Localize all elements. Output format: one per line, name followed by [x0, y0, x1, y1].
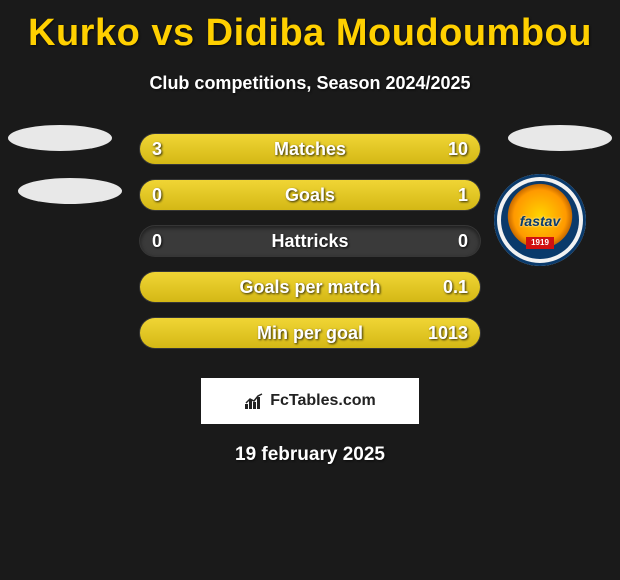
- stat-left-value: 0: [152, 231, 162, 252]
- stat-bar: 0 Hattricks 0: [140, 226, 480, 256]
- stat-bar: 0 Goals 1: [140, 180, 480, 210]
- infographic-container: Kurko vs Didiba Moudoumbou Club competit…: [0, 0, 620, 466]
- stat-row-hattricks: 0 Hattricks 0: [0, 218, 620, 264]
- page-title: Kurko vs Didiba Moudoumbou: [0, 0, 620, 55]
- stat-left-value: 0: [152, 185, 162, 206]
- stat-right-value: 0.1: [443, 277, 468, 298]
- stat-label: Hattricks: [271, 231, 348, 252]
- stat-row-goals: 0 Goals 1: [0, 172, 620, 218]
- stat-right-value: 1: [458, 185, 468, 206]
- stat-bar: 3 Matches 10: [140, 134, 480, 164]
- stats-block: 3 Matches 10 0 Goals 1 0 Hattricks 0: [0, 126, 620, 356]
- stat-label: Matches: [274, 139, 346, 160]
- stat-bar: Min per goal 1013: [140, 318, 480, 348]
- stat-right-value: 10: [448, 139, 468, 160]
- stat-label: Min per goal: [257, 323, 363, 344]
- stat-left-value: 3: [152, 139, 162, 160]
- stat-bar: Goals per match 0.1: [140, 272, 480, 302]
- bar-chart-icon: [244, 392, 264, 410]
- stat-label: Goals per match: [239, 277, 380, 298]
- stat-fill-right: [218, 134, 480, 164]
- stat-row-goals-per-match: Goals per match 0.1: [0, 264, 620, 310]
- date-text: 19 february 2025: [0, 444, 620, 466]
- stat-row-min-per-goal: Min per goal 1013: [0, 310, 620, 356]
- stat-label: Goals: [285, 185, 335, 206]
- subtitle: Club competitions, Season 2024/2025: [0, 73, 620, 94]
- stat-row-matches: 3 Matches 10: [0, 126, 620, 172]
- footer-label: FcTables.com: [270, 392, 376, 410]
- stat-right-value: 1013: [428, 323, 468, 344]
- stat-right-value: 0: [458, 231, 468, 252]
- footer-attribution: FcTables.com: [201, 378, 419, 424]
